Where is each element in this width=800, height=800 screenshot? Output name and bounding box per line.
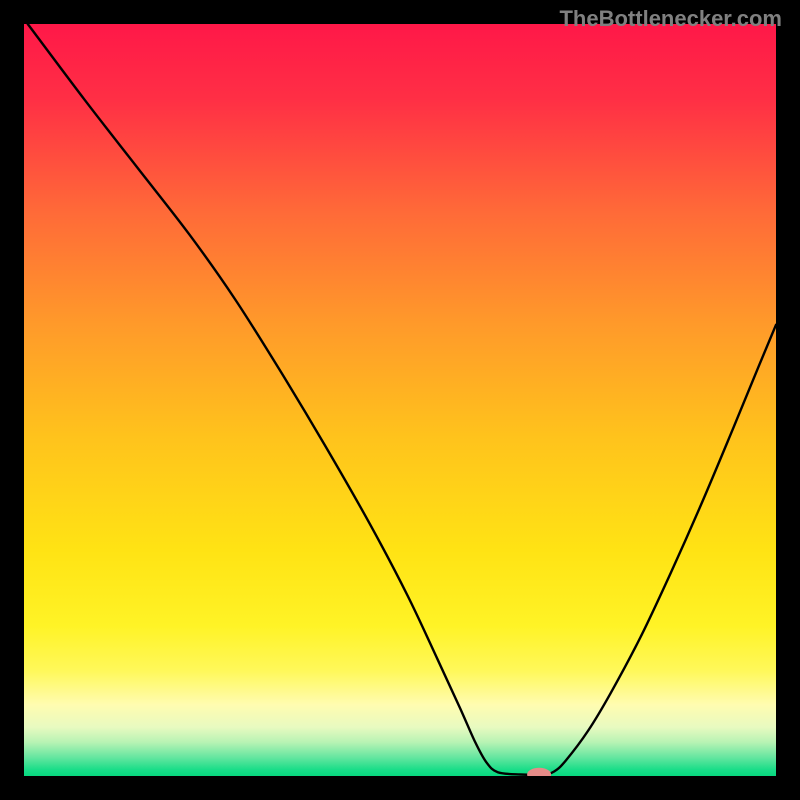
- border-left: [0, 0, 24, 800]
- chart-frame: TheBottlenecker.com: [0, 0, 800, 800]
- watermark-text: TheBottlenecker.com: [559, 6, 782, 32]
- bottleneck-chart: [0, 0, 800, 800]
- border-bottom: [0, 776, 800, 800]
- plot-background: [24, 24, 776, 776]
- border-right: [776, 0, 800, 800]
